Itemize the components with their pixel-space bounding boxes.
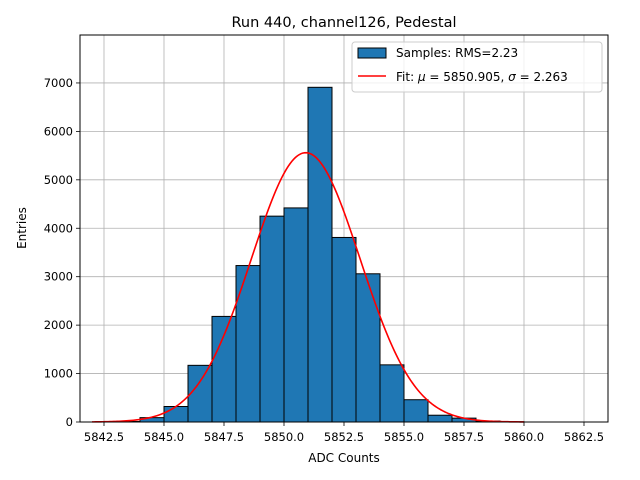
y-tick-label: 2000 xyxy=(44,318,73,332)
y-axis: 0 1000 2000 3000 4000 5000 6000 7000 xyxy=(44,76,80,429)
y-tick-label: 0 xyxy=(66,415,73,429)
legend-label-samples: Samples: RMS=2.23 xyxy=(396,46,518,60)
y-tick-label: 1000 xyxy=(44,367,73,381)
x-tick-label: 5862.5 xyxy=(564,430,604,444)
legend-fit-mu-value: = 5850.905, xyxy=(426,70,509,84)
y-tick-label: 7000 xyxy=(44,76,73,90)
x-tick-label: 5852.5 xyxy=(324,430,364,444)
histogram-bar xyxy=(163,406,189,423)
x-tick-label: 5845.0 xyxy=(144,430,184,444)
histogram-bar xyxy=(259,215,285,423)
y-tick-label: 6000 xyxy=(44,124,73,138)
legend-fit-prefix: Fit: xyxy=(396,70,418,84)
legend-fit-sigma-value: = 2.263 xyxy=(516,70,568,84)
x-tick-label: 5855.0 xyxy=(384,430,424,444)
histogram-bar xyxy=(403,399,429,423)
legend-fit-mu: μ xyxy=(417,70,426,84)
x-tick-label: 5842.5 xyxy=(84,430,124,444)
legend-box xyxy=(351,41,603,93)
x-axis: 5842.5 5845.0 5847.5 5850.0 5852.5 5855.0 5857… xyxy=(84,422,604,444)
x-tick-label: 5857.5 xyxy=(444,430,484,444)
y-axis-label: Entries xyxy=(15,207,29,249)
x-tick-label: 5847.5 xyxy=(204,430,244,444)
y-tick-label: 5000 xyxy=(44,173,73,187)
histogram-bar xyxy=(211,315,237,423)
histogram-bars xyxy=(115,86,525,423)
histogram-bar xyxy=(235,265,261,423)
fit-curve-group xyxy=(91,151,525,423)
histogram-bar xyxy=(427,414,453,423)
legend: Samples: RMS=2.23 Fit: μ = 5850.905, σ =… xyxy=(351,41,603,93)
legend-fit-sigma: σ xyxy=(508,70,516,84)
histogram-bar xyxy=(283,207,309,423)
x-tick-label: 5860.0 xyxy=(504,430,544,444)
legend-swatch-samples xyxy=(357,47,387,59)
histogram-bar xyxy=(355,273,381,423)
x-tick-label: 5850.0 xyxy=(264,430,304,444)
legend-label-fit: Fit: μ = 5850.905, σ = 2.263 xyxy=(396,70,568,84)
x-axis-label: ADC Counts xyxy=(308,451,380,465)
histogram-bar xyxy=(307,86,333,423)
histogram-bar xyxy=(331,236,357,423)
fit-curve xyxy=(91,151,525,423)
y-tick-label: 3000 xyxy=(44,270,73,284)
chart-title: Run 440, channel126, Pedestal xyxy=(231,15,456,31)
histogram-bar xyxy=(187,364,213,423)
histogram-bar xyxy=(379,364,405,423)
y-tick-label: 4000 xyxy=(44,221,73,235)
